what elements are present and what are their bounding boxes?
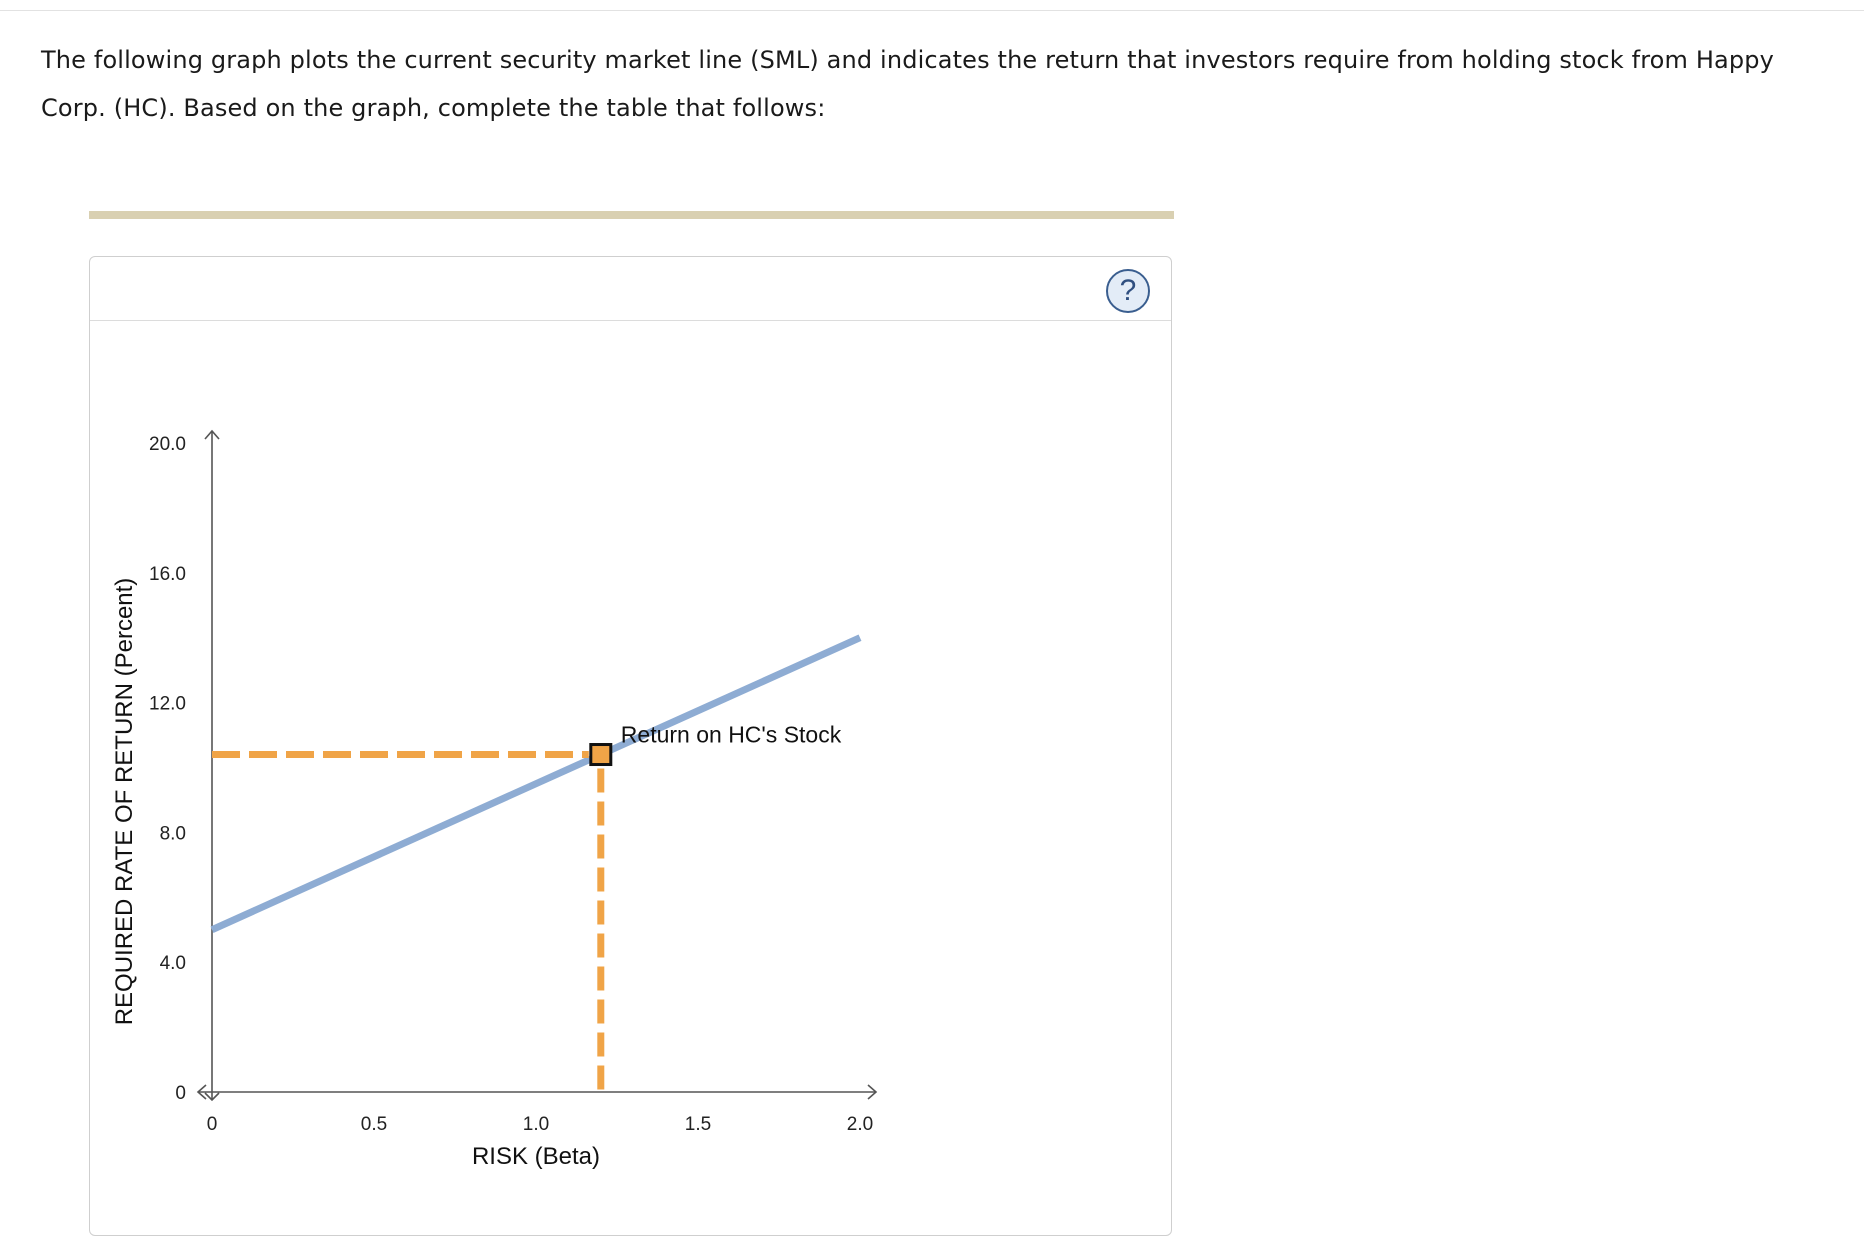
help-button[interactable]: ? — [1106, 269, 1150, 313]
y-tick-label: 20.0 — [149, 434, 186, 455]
x-tick-label: 1.5 — [685, 1114, 711, 1135]
top-divider — [0, 10, 1864, 11]
x-tick-label: 1.0 — [523, 1114, 549, 1135]
y-tick-label: 16.0 — [149, 564, 186, 585]
hc-stock-point — [589, 743, 613, 767]
hc-return-label: Return on HC's Stock — [621, 722, 842, 748]
y-tick-label: 0 — [175, 1083, 186, 1104]
y-axis-bottom-arrow — [204, 1092, 220, 1102]
y-axis-arrow — [204, 429, 220, 440]
y-tick-label: 12.0 — [149, 694, 186, 715]
x-axis-left-arrow — [196, 1084, 207, 1100]
panel-header-divider — [90, 320, 1171, 321]
x-tick-label: 0.5 — [361, 1114, 387, 1135]
sml-line — [210, 634, 862, 933]
y-tick-label: 4.0 — [160, 953, 186, 974]
x-axis-arrow — [867, 1084, 878, 1100]
x-tick-label: 0 — [207, 1114, 218, 1135]
x-axis-title: RISK (Beta) — [472, 1143, 600, 1170]
graph-header-bar — [89, 211, 1174, 219]
question-text: The following graph plots the current se… — [41, 46, 1774, 122]
y-tick-label: 8.0 — [160, 823, 186, 844]
graph-panel: ? 0 0.5 1.0 1.5 2.0 0 4.0 8.0 12.0 16.0 20.0 RISK … — [89, 256, 1172, 1236]
y-axis-title: REQUIRED RATE OF RETURN (Percent) — [111, 578, 138, 1026]
x-tick-label: 2.0 — [847, 1114, 873, 1135]
question-mark-icon: ? — [1119, 274, 1137, 307]
sml-chart: 0 0.5 1.0 1.5 2.0 0 4.0 8.0 12.0 16.0 20.0 RISK (B… — [111, 429, 878, 1170]
